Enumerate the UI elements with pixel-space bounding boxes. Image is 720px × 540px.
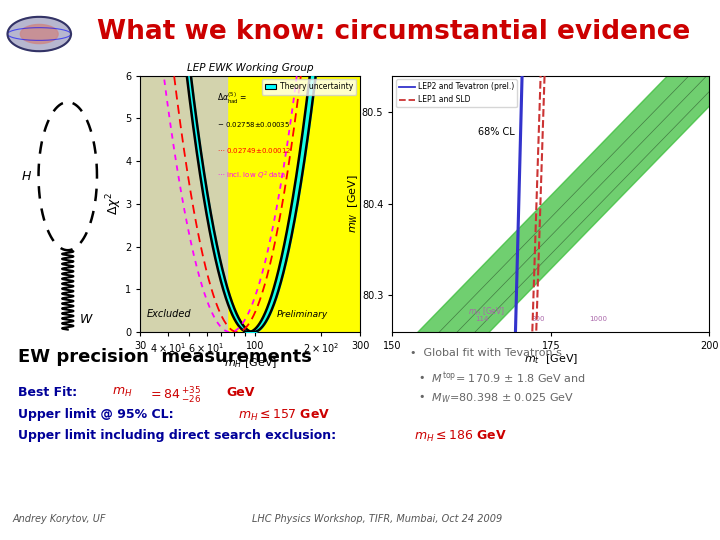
X-axis label: $m_H$ [GeV]: $m_H$ [GeV] bbox=[223, 356, 277, 370]
Text: 1000: 1000 bbox=[589, 316, 607, 322]
Text: What we know: circumstantial evidence: What we know: circumstantial evidence bbox=[97, 19, 690, 45]
Text: $m_H$: $m_H$ bbox=[112, 386, 132, 399]
Polygon shape bbox=[20, 24, 58, 44]
Text: GeV: GeV bbox=[227, 386, 255, 399]
Polygon shape bbox=[7, 17, 71, 51]
Text: •  $M^{\rm top}$= 170.9 $\pm$ 1.8 GeV and: • $M^{\rm top}$= 170.9 $\pm$ 1.8 GeV and bbox=[418, 370, 585, 386]
Text: EW precision  measurements: EW precision measurements bbox=[18, 348, 312, 366]
Text: $-$ 0.02758$\pm$0.00035: $-$ 0.02758$\pm$0.00035 bbox=[217, 120, 290, 129]
Text: 68% CL: 68% CL bbox=[478, 126, 515, 137]
Text: Best Fit:: Best Fit: bbox=[18, 386, 90, 399]
Text: •  Global fit with Tevatron’s: • Global fit with Tevatron’s bbox=[410, 348, 562, 359]
Text: 300: 300 bbox=[532, 316, 545, 322]
Y-axis label: $m_W$  [GeV]: $m_W$ [GeV] bbox=[346, 174, 361, 233]
Text: 114: 114 bbox=[474, 316, 488, 322]
Legend: LEP2 and Tevatron (prel.), LEP1 and SLD: LEP2 and Tevatron (prel.), LEP1 and SLD bbox=[396, 79, 517, 107]
Bar bbox=[140, 76, 227, 332]
Text: LHC Physics Workshop, TIFR, Mumbai, Oct 24 2009: LHC Physics Workshop, TIFR, Mumbai, Oct … bbox=[252, 515, 503, 524]
Legend: Theory uncertainty: Theory uncertainty bbox=[261, 79, 356, 94]
Text: $= 84\,^{+35}_{-26}$: $= 84\,^{+35}_{-26}$ bbox=[148, 386, 201, 406]
Text: W: W bbox=[79, 313, 91, 326]
Y-axis label: $\Delta\chi^2$: $\Delta\chi^2$ bbox=[104, 192, 124, 215]
Text: Upper limit including direct search exclusion:: Upper limit including direct search excl… bbox=[18, 429, 341, 442]
Text: $m_H$ [GeV]: $m_H$ [GeV] bbox=[469, 306, 505, 318]
Text: $\cdots$ 0.02749$\pm$0.00012: $\cdots$ 0.02749$\pm$0.00012 bbox=[217, 146, 292, 154]
Text: H: H bbox=[22, 170, 31, 183]
Text: Upper limit @ 95% CL:: Upper limit @ 95% CL: bbox=[18, 408, 186, 421]
Text: Preliminary: Preliminary bbox=[276, 310, 328, 319]
Text: $m_H \leq 157$ GeV: $m_H \leq 157$ GeV bbox=[238, 408, 330, 423]
Text: •  $M_W$=80.398 $\pm$ 0.025 GeV: • $M_W$=80.398 $\pm$ 0.025 GeV bbox=[418, 392, 574, 406]
Title: LEP EWK Working Group: LEP EWK Working Group bbox=[187, 63, 313, 73]
Text: $\Delta\alpha^{(5)}_{\rm had}=$: $\Delta\alpha^{(5)}_{\rm had}=$ bbox=[217, 90, 247, 106]
Text: $m_H \leq 186$ GeV: $m_H \leq 186$ GeV bbox=[414, 429, 507, 444]
Text: Excluded: Excluded bbox=[147, 309, 192, 319]
X-axis label: $m_t$  [GeV]: $m_t$ [GeV] bbox=[523, 353, 578, 366]
Text: $\cdots$ incl. low $Q^2$ data: $\cdots$ incl. low $Q^2$ data bbox=[217, 170, 286, 181]
Text: Andrey Korytov, UF: Andrey Korytov, UF bbox=[13, 515, 107, 524]
